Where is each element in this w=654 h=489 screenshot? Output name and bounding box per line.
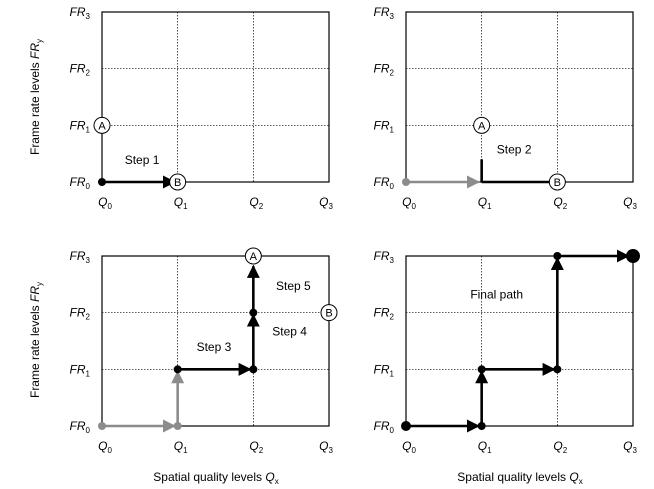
step-label: Step 1 — [125, 153, 160, 167]
y-tick-label: FR1 — [70, 362, 91, 378]
path-node — [173, 422, 182, 430]
y-tick-label: FR2 — [374, 62, 395, 78]
path-node — [553, 365, 562, 374]
x-tick-label: Q0 — [98, 439, 112, 455]
step-label: Final path — [470, 288, 523, 302]
x-tick-label: Q3 — [319, 439, 333, 455]
marker-label-b: B — [554, 177, 561, 189]
path-node — [98, 422, 106, 430]
panel-3: FR0 FR1 FR2 FR3 Q0 Q1 Q2 Q3 A B Step 3 Step 4 Step 5 — [70, 247, 338, 455]
y-tick-label: FR0 — [374, 419, 395, 435]
y-tick-label: FR0 — [374, 175, 395, 191]
x-tick-label: Q1 — [174, 195, 188, 211]
path-node — [402, 178, 410, 186]
panel-1: FR0 FR1 FR2 FR3 Q0 Q1 Q2 Q3 A B Step 1 — [70, 5, 334, 211]
y-tick-label: FR1 — [70, 118, 91, 134]
path-node — [173, 365, 182, 374]
marker-circle-b — [320, 304, 338, 322]
panels-layer: FR0 FR1 FR2 FR3 Q0 Q1 Q2 Q3 A B Step 1 FR0 FR1 FR2 FR3… — [70, 5, 640, 455]
x-tick-label: Q0 — [402, 439, 416, 455]
panel-2: FR0 FR1 FR2 FR3 Q0 Q1 Q2 Q3 A B Step 2 — [374, 5, 638, 211]
path-node — [249, 365, 258, 374]
marker-circle-b — [548, 173, 566, 191]
marker-circle-a — [93, 116, 111, 134]
y-tick-label: FR1 — [374, 118, 395, 134]
x-axis-title-left: Spatial quality levels Qx — [153, 470, 278, 486]
y-axis-title-top: Frame rate levels FRy — [28, 39, 44, 155]
path-node — [249, 308, 258, 317]
step-label: Step 3 — [197, 340, 232, 354]
x-tick-label: Q0 — [402, 195, 416, 211]
y-tick-label: FR3 — [374, 5, 395, 21]
marker-label-b: B — [174, 177, 181, 189]
x-tick-label: Q2 — [249, 195, 263, 211]
y-tick-label: FR2 — [70, 62, 91, 78]
step-label: Step 2 — [497, 143, 532, 157]
marker-circle-a — [244, 247, 262, 265]
y-tick-label: FR1 — [374, 362, 395, 378]
step-label: Step 5 — [276, 279, 311, 293]
y-tick-label: FR0 — [70, 175, 91, 191]
y-tick-label: FR2 — [70, 306, 91, 322]
x-tick-label: Q3 — [623, 195, 637, 211]
step-label: Step 4 — [272, 324, 307, 338]
path-node — [98, 178, 106, 186]
x-tick-label: Q3 — [623, 439, 637, 455]
marker-label-b: B — [325, 308, 332, 320]
marker-circle-a — [473, 116, 491, 134]
y-tick-label: FR3 — [374, 249, 395, 265]
panel-frame — [405, 255, 634, 427]
marker-label-a: A — [478, 120, 486, 132]
panel-frame — [101, 255, 330, 427]
x-tick-label: Q3 — [319, 195, 333, 211]
x-tick-label: Q0 — [98, 195, 112, 211]
x-axis-title-right: Spatial quality levels Qx — [457, 470, 582, 486]
marker-circle-b — [169, 173, 187, 191]
x-tick-label: Q1 — [478, 195, 492, 211]
y-tick-label: FR3 — [70, 249, 91, 265]
x-tick-label: Q2 — [553, 195, 567, 211]
y-tick-label: FR0 — [70, 419, 91, 435]
panel-4: FR0 FR1 FR2 FR3 Q0 Q1 Q2 Q3 Final path — [374, 249, 640, 455]
x-tick-label: Q2 — [553, 439, 567, 455]
marker-label-a: A — [98, 120, 106, 132]
y-axis-title-bottom: Frame rate levels FRy — [28, 282, 44, 398]
x-tick-label: Q1 — [478, 439, 492, 455]
marker-label-a: A — [250, 251, 258, 263]
path-node — [401, 421, 411, 431]
y-tick-label: FR2 — [374, 306, 395, 322]
y-tick-label: FR3 — [70, 5, 91, 21]
x-tick-label: Q2 — [249, 439, 263, 455]
path-node — [553, 252, 562, 260]
path-node — [626, 249, 640, 263]
panel-frame — [101, 11, 330, 183]
path-node — [477, 365, 486, 374]
path-node — [477, 422, 486, 430]
x-tick-label: Q1 — [174, 439, 188, 455]
